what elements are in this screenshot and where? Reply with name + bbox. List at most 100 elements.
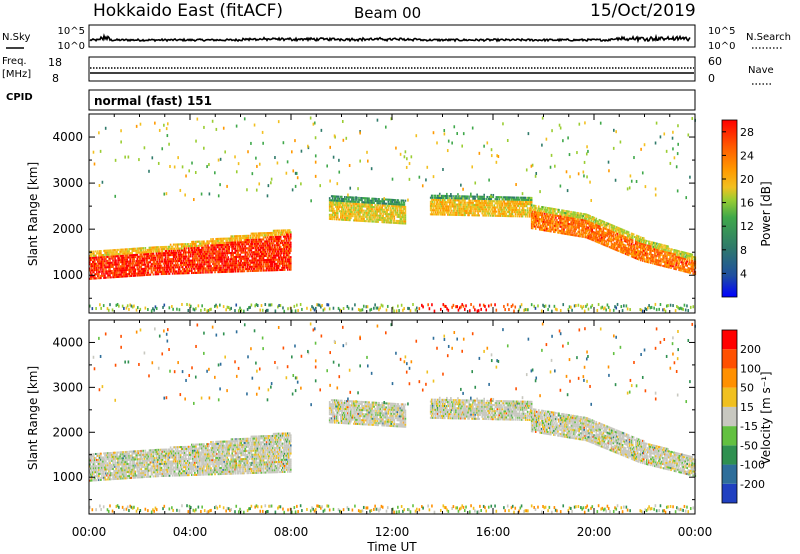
power-cell [110,249,112,252]
power-cell [532,225,535,228]
power-cell [553,208,555,211]
power-cell [474,199,476,202]
power-cell [528,215,531,218]
power-cell [240,255,243,258]
power-cell [94,275,96,278]
power-cell [288,252,291,255]
power-cell [400,205,403,208]
power-cell [203,267,205,270]
power-cell [470,195,472,198]
power-cell [208,269,210,272]
power-cell [106,260,108,263]
power-cell [142,249,145,252]
power-cell [479,195,481,198]
power-cell [386,208,389,212]
power-cell [546,219,548,222]
power-cell [578,222,580,225]
power-cell [114,273,116,277]
power-cell [97,252,99,255]
power-cell [601,234,604,237]
power-cell [619,236,622,239]
power-cell [603,239,606,242]
power-cell [125,254,127,257]
power-cell [149,259,152,262]
power-cell [460,201,462,204]
power-cell [205,254,207,257]
power-cell [226,247,228,251]
power-cell [185,263,188,266]
power-cell [399,215,402,219]
power-cell [167,258,170,261]
power-cell [173,249,176,252]
power-cell [438,205,441,208]
power-cell [503,196,506,199]
power-cell [138,264,141,267]
power-cell [239,255,242,258]
power-cell [517,204,520,207]
power-cell [222,268,224,271]
power-cell [181,261,184,264]
power-cell [125,258,127,261]
power-cell [357,209,359,212]
power-cell [358,203,360,206]
power-cell [344,204,346,207]
power-cell [281,229,284,232]
power-cell [98,258,100,261]
power-cell [244,259,247,262]
power-cell [208,242,210,245]
power-cell [264,242,267,245]
power-cell [469,195,471,198]
power-cell [622,249,625,252]
power-cell [206,269,208,272]
power-cell [591,218,594,221]
power-cell [619,248,622,251]
power-cell [184,243,187,246]
power-cell [598,237,601,240]
power-cell [613,227,616,230]
power-cell [288,268,291,271]
power-cell [402,222,405,225]
power-cell [281,250,284,253]
power-cell [280,241,283,245]
power-cell [183,249,186,252]
power-cell [159,270,162,274]
power-cell [441,196,444,200]
power-cell [380,218,382,222]
power-cell [265,259,268,262]
power-cell [358,215,360,218]
power-cell [460,205,462,208]
power-cell [593,235,596,238]
power-cell [136,253,139,256]
power-cell [287,229,290,232]
power-cell [109,257,111,260]
power-cell [102,262,104,265]
power-cell [254,232,257,235]
power-cell [387,219,390,222]
power-cell [453,213,455,216]
power-cell [257,248,260,252]
power-cell [472,203,474,206]
power-cell [227,237,229,240]
power-cell [264,248,267,251]
power-cell [497,196,500,199]
power-cell [615,232,618,235]
power-cell [278,229,281,232]
power-cell [120,275,122,278]
power-cell [200,257,202,260]
power-cell [260,265,263,268]
power-cell [393,199,396,202]
power-cell [271,231,274,234]
power-cell [233,237,236,240]
power-cell [582,221,584,224]
power-cell [450,195,452,198]
power-cell [228,239,230,242]
power-cell [274,250,277,253]
power-cell [342,218,344,221]
power-cell [204,250,206,253]
power-cell [275,229,278,232]
power-cell [441,207,444,210]
power-cell [284,245,287,249]
power-cell [188,249,191,252]
power-cell [526,213,529,216]
power-cell [248,240,251,244]
